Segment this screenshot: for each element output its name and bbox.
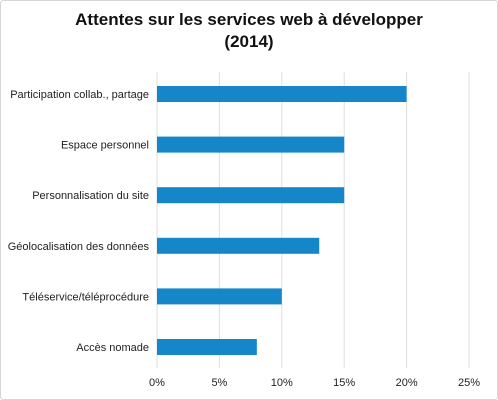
- x-tick-label: 20%: [396, 377, 418, 389]
- bar: [157, 86, 407, 102]
- chart-title: Attentes sur les services web à développ…: [75, 10, 423, 29]
- bar: [157, 187, 345, 204]
- category-label: Participation collab., partage: [10, 89, 149, 101]
- bar: [157, 237, 320, 254]
- x-tick-label: 25%: [458, 377, 480, 389]
- category-label: Géolocalisation des données: [8, 241, 150, 253]
- category-label: Personnalisation du site: [32, 190, 149, 202]
- bar: [157, 288, 282, 305]
- x-tick-label: 5%: [211, 377, 227, 389]
- grid-lines: [156, 72, 470, 368]
- bar: [157, 339, 257, 355]
- bar: [157, 136, 345, 153]
- bars: [157, 86, 407, 355]
- x-tick-label: 15%: [333, 377, 355, 389]
- x-tick-label: 0%: [149, 377, 165, 389]
- x-tick-label: 10%: [271, 377, 293, 389]
- x-axis-tick-labels: 0% 5% 10% 15% 20% 25%: [149, 377, 480, 389]
- category-label: Téléservice/téléprocédure: [22, 291, 149, 303]
- category-label: Espace personnel: [61, 140, 149, 152]
- chart-subtitle: (2014): [224, 32, 274, 51]
- category-label: Accès nomade: [76, 342, 149, 354]
- category-labels: Participation collab., partage Espace per…: [8, 89, 150, 354]
